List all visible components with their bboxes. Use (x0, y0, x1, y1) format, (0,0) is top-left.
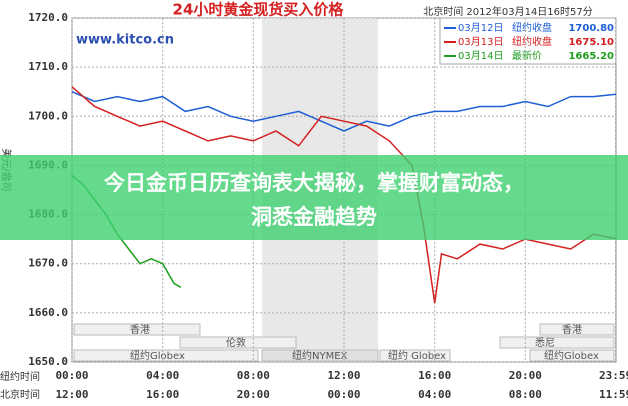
x2-axis-label: 北京时间 (0, 388, 40, 401)
legend-name: 03月14日 (458, 50, 503, 62)
market-label: 纽约Globex (544, 349, 599, 362)
y-tick-label: 1650.0 (28, 355, 68, 368)
legend-value: 1675.10 (568, 37, 614, 48)
x-axis-label: 纽约时间 (0, 370, 40, 383)
market-bar (73, 349, 259, 362)
market-label: 悉尼 (535, 337, 555, 349)
chart-title: 24小时黄金现货买入价格 (173, 1, 345, 19)
legend-name: 03月13日 (458, 36, 503, 48)
x-tick-label: 23:59 (599, 369, 628, 382)
legend-label: 最新价 (512, 49, 542, 62)
market-bar (379, 349, 451, 362)
source: www.kitco.cn (76, 33, 174, 48)
x-tick-label: 20:00 (509, 369, 542, 382)
series-line (71, 86, 617, 304)
x2-tick-label: 00:00 (327, 388, 360, 401)
x2-tick-label: 11:59 (599, 388, 628, 401)
market-bar (499, 336, 615, 349)
x2-tick-label: 16:00 (146, 388, 179, 401)
subtitle: 北京时间 2012年03月14日16时57分 (423, 5, 593, 18)
market-bar (179, 336, 297, 349)
legend-value: 1665.20 (568, 51, 614, 62)
x-tick-label: 16:00 (418, 369, 451, 382)
market-label: 纽约Globex (130, 349, 185, 362)
x2-tick-label: 04:00 (418, 388, 451, 401)
x-tick-label: 04:00 (146, 369, 179, 382)
legend-value: 1700.80 (568, 23, 614, 34)
banner-band (0, 155, 628, 240)
market-label: 香港 (130, 324, 150, 336)
y-tick-label: 1660.0 (28, 306, 68, 319)
y-tick-label: 1700.0 (28, 109, 68, 122)
market-hours: 香港 伦敦 纽约Globex 纽约NYMEX 纽约 Globex 悉尼 香港 纽… (73, 323, 615, 362)
banner-text: 今日金币日历查询表大揭秘，掌握财富动态，洞悉金融趋势 (104, 171, 524, 229)
legend-name: 03月12日 (458, 22, 503, 34)
x2-tick-label: 12:00 (55, 388, 88, 401)
market-label: 纽约 Globex (388, 349, 446, 362)
market-bar (261, 349, 379, 362)
y-tick-label: 1670.0 (28, 257, 68, 270)
x2-tick-label: 20:00 (237, 388, 270, 401)
y-tick-label: 1720.0 (28, 11, 68, 24)
series-line (71, 91, 617, 132)
x2-tick-label: 08:00 (509, 388, 542, 401)
x-tick-label: 12:00 (327, 369, 360, 382)
market-label: 纽约NYMEX (292, 349, 348, 362)
x-tick-label: 00:00 (55, 369, 88, 382)
legend-box (439, 17, 617, 65)
market-bar (539, 323, 615, 336)
market-bar (529, 349, 615, 362)
market-label: 伦敦 (226, 336, 246, 349)
legend-label: 纽约收盘 (512, 21, 552, 34)
legend-label: 纽约收盘 (512, 35, 552, 48)
market-label: 香港 (562, 324, 582, 336)
legend: 03月12日 纽约收盘 1700.80 03月13日 纽约收盘 1675.10 03月14日… (439, 17, 617, 65)
y-tick-label: 1710.0 (28, 60, 68, 73)
market-bar (73, 323, 201, 336)
x-tick-label: 08:00 (237, 369, 270, 382)
